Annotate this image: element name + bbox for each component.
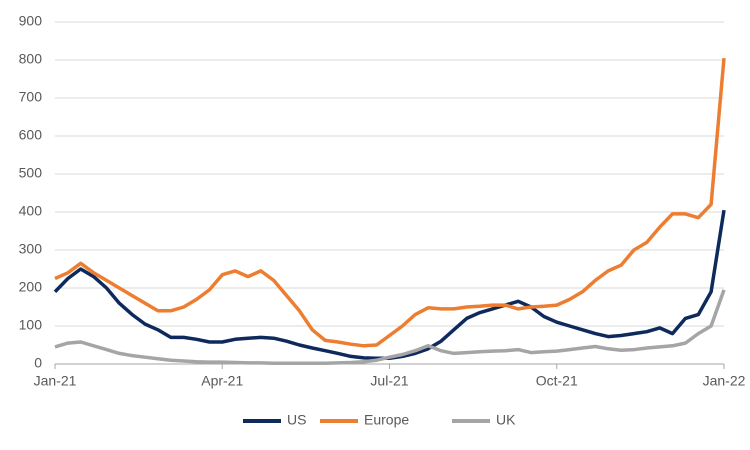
y-tick-label: 300 — [19, 241, 43, 257]
y-tick-label: 200 — [19, 279, 43, 295]
x-tick-label: Jan-21 — [34, 373, 77, 389]
y-tick-label: 600 — [19, 127, 43, 143]
legend-label: Europe — [364, 412, 409, 428]
y-tick-label: 100 — [19, 317, 43, 333]
legend-label: US — [287, 412, 306, 428]
y-tick-label: 700 — [19, 89, 43, 105]
legend-label: UK — [496, 412, 516, 428]
series-line — [54, 57, 726, 348]
y-tick-label: 500 — [19, 165, 43, 181]
x-tick-label: Apr-21 — [201, 373, 243, 389]
series-line — [54, 289, 726, 365]
y-tick-label: 800 — [19, 51, 43, 67]
y-tick-label: 0 — [34, 355, 42, 371]
y-tick-label: 900 — [19, 13, 43, 29]
x-tick-label: Jul-21 — [370, 373, 408, 389]
y-tick-label: 400 — [19, 203, 43, 219]
x-tick-label: Oct-21 — [536, 373, 578, 389]
x-tick-label: Jan-22 — [703, 373, 746, 389]
